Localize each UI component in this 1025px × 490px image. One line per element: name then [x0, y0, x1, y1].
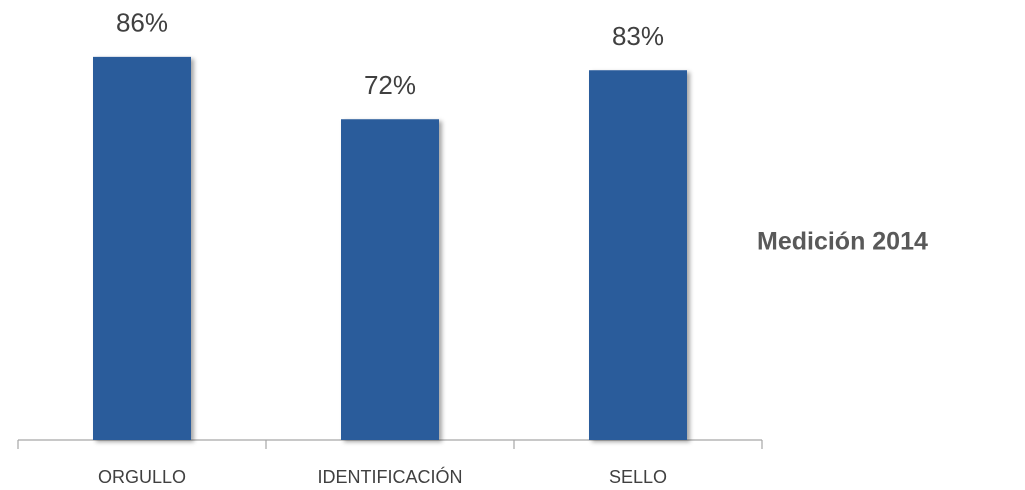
x-tick-label: SELLO	[609, 467, 667, 487]
bar	[93, 56, 191, 441]
value-label: 86%	[116, 8, 168, 38]
value-label: 72%	[364, 70, 416, 100]
bar	[341, 119, 439, 441]
x-tick-label: ORGULLO	[98, 467, 186, 487]
value-label: 83%	[612, 21, 664, 51]
x-tick-label: IDENTIFICACIÓN	[317, 466, 462, 487]
legend-label: Medición 2014	[757, 228, 928, 256]
bar	[589, 70, 687, 441]
